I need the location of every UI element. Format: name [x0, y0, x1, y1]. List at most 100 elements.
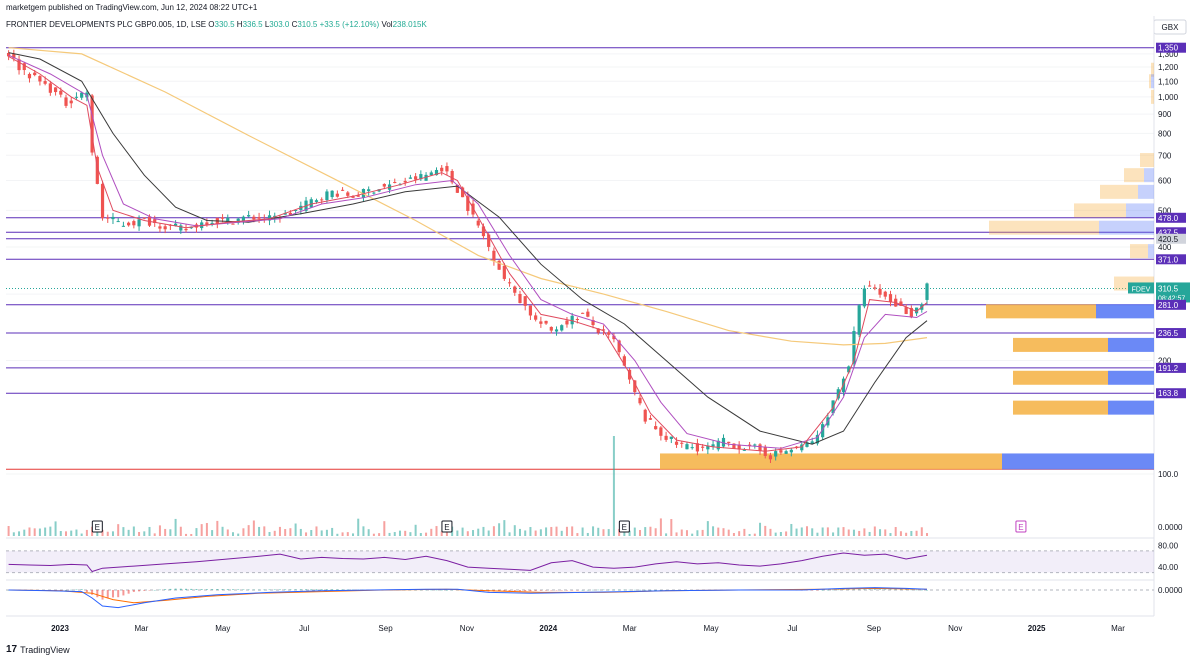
candle-body: [581, 312, 585, 314]
candle-body: [309, 199, 313, 208]
candle-body: [862, 288, 866, 307]
candle-body: [732, 443, 736, 449]
volume-bar: [586, 532, 589, 536]
macd-histogram-bar: [560, 590, 563, 591]
volume-bar: [258, 526, 261, 536]
macd-histogram-bar: [101, 590, 104, 600]
volume-bar: [837, 527, 840, 536]
symbol-tag[interactable]: [1128, 282, 1154, 294]
last-price-tag[interactable]: [1156, 282, 1190, 303]
price-level-tag[interactable]: [1156, 328, 1186, 339]
volume-bar: [23, 529, 26, 536]
macd-line[interactable]: [8, 587, 928, 609]
macd-histogram-bar: [231, 589, 234, 590]
candle-body: [414, 176, 418, 180]
volume-bar: [920, 527, 923, 536]
macd-histogram-bar: [618, 589, 621, 591]
price-level-tag[interactable]: [1156, 299, 1186, 310]
volume-bar: [409, 532, 412, 536]
macd-histogram-bar: [200, 589, 203, 590]
volume-bar: [884, 529, 887, 536]
symbol-tag-label: FDEV: [1132, 286, 1151, 293]
candle-body: [549, 326, 553, 331]
volume-bar: [805, 526, 808, 536]
earnings-marker[interactable]: [441, 520, 453, 533]
macd-histogram-bar: [174, 588, 177, 590]
volume-bar: [96, 531, 99, 536]
rsi-line[interactable]: [8, 552, 928, 573]
volume-bar: [759, 522, 762, 536]
macd-histogram-bar: [920, 589, 923, 591]
macd-histogram-bar: [513, 590, 516, 592]
volume-bar: [242, 528, 245, 536]
price-level-label: 236.5: [1158, 329, 1179, 338]
x-tick-label: Jul: [299, 624, 309, 633]
volume-bar: [628, 530, 631, 536]
price-level-tag[interactable]: [1156, 233, 1186, 244]
volume-bar: [65, 531, 68, 536]
candle-body: [878, 288, 882, 295]
price-level-tag[interactable]: [1156, 227, 1186, 238]
macd-histogram-bar: [451, 589, 454, 591]
volume-bar: [268, 532, 271, 536]
macd-histogram-bar: [96, 590, 99, 598]
tradingview-footer[interactable]: 17 TradingView: [6, 644, 70, 655]
price-level-tag[interactable]: [1156, 388, 1186, 399]
candle-body: [669, 436, 673, 439]
volume-bar: [388, 532, 391, 536]
candle-body: [367, 189, 371, 192]
volume-bar: [571, 526, 574, 536]
volume-bar: [190, 533, 193, 536]
symbol-name[interactable]: FRONTIER DEVELOPMENTS PLC GBP0.005, 1D, …: [6, 20, 207, 29]
candle-body: [351, 196, 355, 198]
volume-bar: [341, 532, 344, 536]
candle-body: [460, 187, 465, 198]
price-level-tag[interactable]: [1156, 42, 1186, 53]
volume-profile-bar-down: [1096, 304, 1154, 319]
candle-body: [596, 328, 600, 333]
price-level-label: 163.8: [1158, 389, 1179, 398]
volume-profile-bar-up: [1151, 89, 1154, 104]
macd-histogram-bar: [654, 589, 657, 591]
earnings-marker[interactable]: [1015, 520, 1027, 533]
volume-bar: [158, 525, 161, 536]
candle-body: [220, 217, 225, 219]
candle-body: [476, 220, 480, 226]
volume-bar: [612, 436, 615, 536]
candle-body: [471, 203, 475, 215]
volume-profile-bar-down: [1108, 337, 1154, 352]
macd-histogram-bar: [445, 590, 448, 591]
macd-histogram-bar: [65, 590, 68, 591]
price-level-tag[interactable]: [1156, 254, 1186, 265]
candle-body: [440, 167, 444, 172]
volume-bar: [487, 530, 490, 536]
ema-mid-line: [8, 54, 928, 449]
volume-bar: [769, 528, 772, 536]
volume-bar: [122, 527, 125, 536]
volume-bar: [111, 531, 114, 536]
macd-histogram-bar: [832, 589, 835, 591]
candle-body: [622, 356, 626, 366]
price-level-tag[interactable]: [1156, 362, 1186, 373]
earnings-marker[interactable]: [618, 520, 630, 533]
volume-profile-bar-up: [1013, 400, 1108, 415]
volume-bar: [200, 524, 203, 536]
earnings-marker[interactable]: [91, 520, 103, 533]
price-level-tag[interactable]: [1156, 212, 1186, 223]
volume-bar: [33, 528, 36, 536]
candle-body: [575, 318, 579, 320]
macd-histogram-bar: [190, 588, 193, 590]
volume-profile-bar-up: [989, 220, 1099, 235]
volume-bar: [712, 526, 715, 536]
volume-bar: [550, 526, 553, 536]
candle-body: [434, 169, 439, 176]
x-tick-label: Mar: [134, 624, 148, 633]
x-tick-label: Nov: [948, 624, 962, 633]
macd-histogram-bar: [305, 589, 308, 590]
volume-bar: [748, 533, 751, 536]
volume-bar: [779, 532, 782, 536]
y-tick-label: 200: [1158, 357, 1172, 366]
volume-bar: [868, 531, 871, 536]
macd-histogram-bar: [179, 588, 182, 590]
